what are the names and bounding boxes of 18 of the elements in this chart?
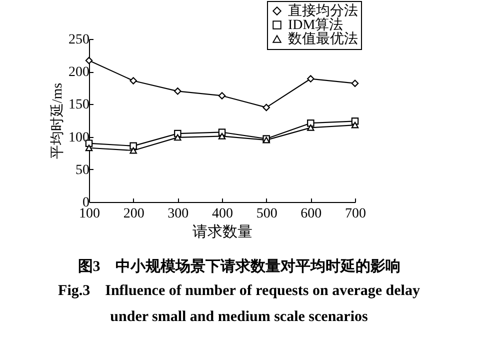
legend-label: IDM算法 xyxy=(288,17,344,33)
y-tick-label: 100 xyxy=(68,130,90,146)
x-tick-label: 700 xyxy=(345,206,366,222)
y-tick-label: 200 xyxy=(68,65,90,80)
y-tick-label: 50 xyxy=(76,162,90,178)
y-axis-title: 平均时延/ms xyxy=(50,82,66,160)
legend-label: 数值最优法 xyxy=(288,31,358,47)
x-axis-title: 请求数量 xyxy=(192,224,252,240)
x-tick-label: 200 xyxy=(123,206,144,222)
text: 图3 中小规模场景下请求数量对平均时延的影响 xyxy=(76,257,402,276)
x-tick-label: 300 xyxy=(168,206,189,222)
x-tick-label: 500 xyxy=(256,206,278,222)
x-tick-label: 600 xyxy=(300,206,322,222)
x-tick-label: 400 xyxy=(212,206,233,222)
text: Fig.3 Influence of number of requests on average delay under small and medium scale scenarios xyxy=(57,282,421,327)
legend-label: 直接均分法 xyxy=(288,3,358,19)
y-tick-label: 150 xyxy=(68,98,90,113)
y-tick-label: 250 xyxy=(68,32,90,48)
